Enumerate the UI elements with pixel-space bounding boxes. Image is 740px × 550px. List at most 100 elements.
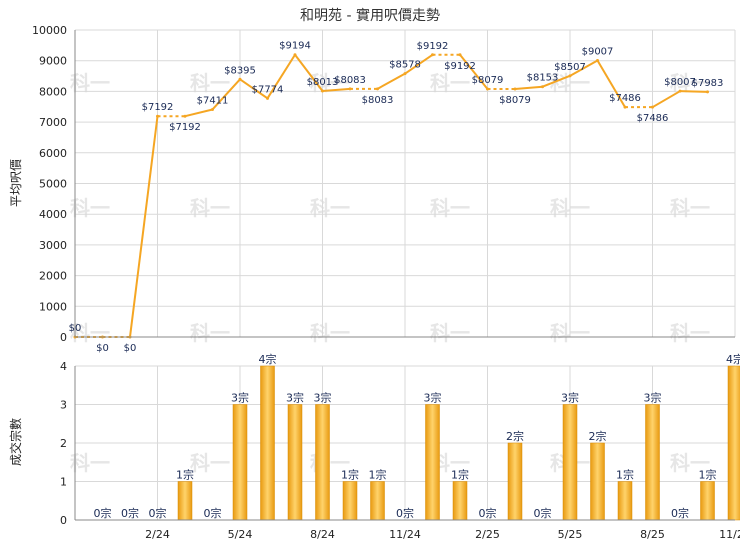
x-tick-label: 5/24 — [228, 528, 253, 541]
bar-data-label: 1宗 — [451, 468, 469, 482]
line-point — [403, 72, 407, 76]
line-segment — [211, 78, 241, 111]
x-tick-label: 8/25 — [640, 528, 665, 541]
line-point — [458, 53, 462, 57]
watermark-text: 科一 — [670, 196, 710, 220]
line-data-label: $0 — [96, 343, 109, 354]
line-segment — [514, 85, 543, 90]
line-point — [651, 105, 654, 109]
line-point — [348, 87, 352, 91]
line-point — [486, 87, 489, 91]
watermark-text: 科一 — [670, 321, 710, 345]
line-segment — [542, 74, 571, 88]
line-data-label: $8153 — [527, 73, 559, 84]
line-y-tick-label: 9000 — [39, 55, 67, 68]
bar-data-label: 0宗 — [396, 506, 414, 520]
line-y-tick-label: 0 — [60, 331, 67, 344]
line-data-label: $8083 — [334, 75, 366, 86]
line-data-label: $8079 — [499, 95, 531, 106]
line-segment — [377, 72, 406, 90]
bar-data-label: 1宗 — [341, 468, 359, 482]
bar — [700, 481, 715, 521]
bar-y-tick-label: 2 — [60, 437, 67, 450]
line-segment — [651, 90, 681, 109]
line-data-label: $8013 — [307, 77, 339, 88]
bar — [232, 404, 248, 521]
bar-series: 0宗 0宗 0宗 1宗 0宗 3宗 4宗 3宗 3宗 1宗 1宗 0宗 3宗 1宗 0宗 2宗 0宗 3宗 2宗 1宗… — [94, 352, 740, 521]
bar — [562, 404, 578, 521]
bar — [370, 481, 385, 521]
x-tick-label: 11/24 — [389, 528, 421, 541]
watermark-text: 科一 — [670, 451, 710, 475]
line-data-label: $9192 — [417, 41, 449, 52]
bar — [617, 481, 633, 521]
bar-data-label: 3宗 — [424, 391, 442, 405]
line-data-label: $8079 — [472, 75, 504, 86]
line-y-axis-label: 平均呎價 — [9, 159, 23, 207]
bar-data-label: 1宗 — [176, 468, 194, 482]
bar-data-label: 1宗 — [369, 468, 387, 482]
line-data-label: $9192 — [444, 61, 476, 72]
x-tick-label: 2/25 — [475, 528, 500, 541]
bar-data-label: 1宗 — [616, 468, 634, 482]
line-data-label: $8507 — [554, 62, 586, 73]
line-series: $0$0 $0$7192$7192$7411$8395$7774$9194$801… — [69, 41, 724, 354]
bar-data-label: 4宗 — [259, 352, 277, 366]
bar-y-tick-label: 3 — [60, 399, 67, 412]
line-y-tick-label: 3000 — [39, 239, 67, 252]
bar-data-label: 3宗 — [561, 391, 579, 405]
line-point — [238, 77, 242, 81]
line-segment — [184, 108, 213, 118]
x-tick-label: 8/24 — [310, 528, 335, 541]
watermark-text: 科一 — [430, 321, 470, 345]
line-data-label: $8083 — [362, 95, 394, 106]
line-y-tick-label: 6000 — [39, 147, 67, 160]
line-y-tick-label: 10000 — [32, 24, 67, 37]
bar — [452, 481, 468, 521]
watermark-text: 科一 — [190, 321, 230, 345]
bar — [507, 442, 523, 521]
bar — [645, 404, 660, 521]
bar — [342, 481, 358, 521]
line-y-tick-label: 5000 — [39, 178, 67, 191]
line-data-label: $7774 — [252, 84, 284, 95]
line-point — [266, 96, 269, 100]
x-tick-label: 11/25 — [719, 528, 740, 541]
bar — [260, 365, 275, 521]
watermark-text: 科一 — [310, 321, 350, 345]
bar-data-label: 0宗 — [121, 506, 139, 520]
chart-title: 和明苑 - 實用呎價走勢 — [300, 7, 440, 24]
line-y-tick-label: 4000 — [39, 208, 67, 221]
bar-data-label: 0宗 — [534, 506, 552, 520]
line-data-label: $8578 — [389, 60, 421, 71]
line-point — [568, 74, 572, 78]
bar-data-label: 2宗 — [589, 429, 607, 443]
line-segment — [294, 54, 324, 92]
bar-y-tick-label: 1 — [60, 476, 67, 489]
line-data-label: $7411 — [197, 95, 229, 106]
line-data-label: $7192 — [169, 122, 201, 133]
line-data-label: $8395 — [224, 65, 256, 76]
line-data-label: $7983 — [692, 78, 724, 89]
line-point — [678, 89, 682, 93]
bar — [727, 365, 740, 521]
line-point — [431, 53, 434, 57]
line-point — [623, 105, 627, 109]
line-data-label: $7486 — [609, 93, 641, 104]
bar-data-label: 3宗 — [231, 391, 249, 405]
line-data-label: $8007 — [664, 77, 696, 88]
line-point — [211, 107, 214, 111]
line-y-tick-label: 1000 — [39, 300, 67, 313]
line-segment — [129, 116, 159, 338]
line-point — [293, 53, 297, 57]
bar — [425, 404, 440, 521]
line-point — [376, 87, 379, 91]
line-segment — [322, 87, 351, 92]
line-y-tick-label: 7000 — [39, 116, 67, 129]
watermark-text: 科一 — [70, 451, 110, 475]
bar-data-label: 0宗 — [94, 506, 112, 520]
bar-y-tick-label: 4 — [60, 360, 67, 373]
axis-layer: 0100020003000400050006000700080009000100… — [32, 24, 740, 541]
